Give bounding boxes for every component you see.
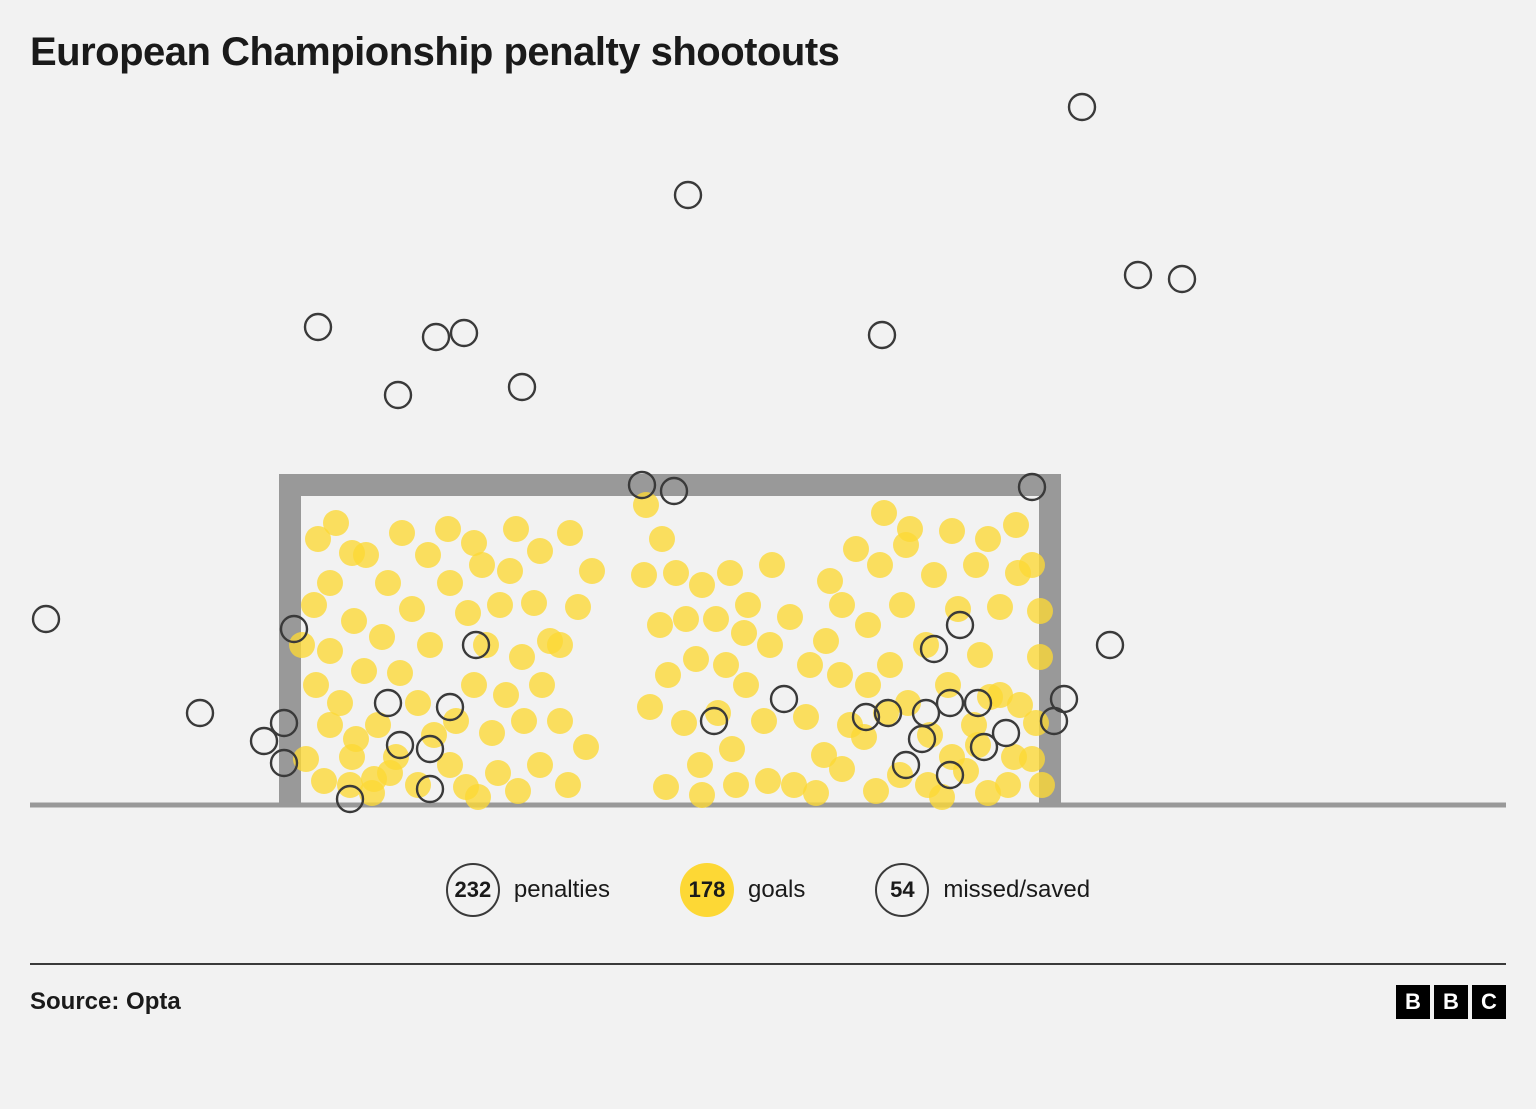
legend-missed: 54 missed/saved bbox=[875, 863, 1090, 917]
bbc-logo-b1: B bbox=[1396, 985, 1430, 1019]
penalties-badge: 232 bbox=[446, 863, 500, 917]
bbc-logo-c: C bbox=[1472, 985, 1506, 1019]
goals-badge: 178 bbox=[680, 863, 734, 917]
goals-label: goals bbox=[748, 876, 805, 904]
legend-penalties: 232 penalties bbox=[446, 863, 610, 917]
chart-title: European Championship penalty shootouts bbox=[30, 30, 1506, 75]
penalty-goal-chart bbox=[30, 85, 1506, 845]
bbc-logo: B B C bbox=[1396, 985, 1506, 1019]
footer: Source: Opta B B C bbox=[30, 985, 1506, 1049]
missed-badge: 54 bbox=[875, 863, 929, 917]
penalties-label: penalties bbox=[514, 876, 610, 904]
footer-rule bbox=[30, 963, 1506, 965]
source-label: Source: Opta bbox=[30, 988, 181, 1016]
bbc-logo-b2: B bbox=[1434, 985, 1468, 1019]
legend-goals: 178 goals bbox=[680, 863, 805, 917]
chart-svg bbox=[30, 85, 1506, 845]
missed-label: missed/saved bbox=[943, 876, 1090, 904]
legend: 232 penalties 178 goals 54 missed/saved bbox=[30, 863, 1506, 917]
